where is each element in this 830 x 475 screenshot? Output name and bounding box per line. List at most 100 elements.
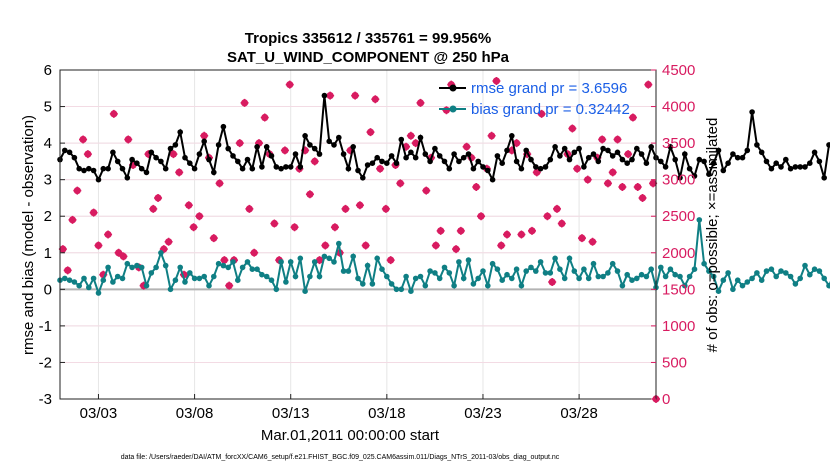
possible-obs-point-fill <box>543 212 551 220</box>
rmse-point <box>533 164 539 170</box>
possible-obs-point-fill <box>376 165 384 173</box>
bias-point <box>662 273 669 280</box>
rmse-point <box>302 133 308 139</box>
bias-point <box>187 270 193 276</box>
rmse-point <box>561 145 568 152</box>
y2-tick-label: 3500 <box>662 135 695 152</box>
bias-point <box>201 273 207 280</box>
possible-obs-point-fill <box>341 205 350 213</box>
rmse-point <box>749 109 755 115</box>
rmse-point <box>643 160 650 166</box>
bias-point <box>331 259 337 265</box>
rmse-point <box>225 145 231 152</box>
y2-tick-label: 1500 <box>662 281 695 298</box>
bias-point <box>206 282 212 289</box>
bias-point <box>364 262 371 269</box>
possible-obs-point-fill <box>326 91 334 100</box>
rmse-point <box>172 142 179 148</box>
rmse-point <box>581 164 587 170</box>
bias-point <box>220 262 227 269</box>
bias-point <box>682 282 688 289</box>
possible-obs-point-fill <box>412 139 420 147</box>
possible-obs-point-fill <box>84 150 92 158</box>
bias-point <box>153 264 159 271</box>
chart-subtitle: SAT_U_WIND_COMPONENT @ 250 hPa <box>227 49 510 66</box>
bias-point <box>494 266 501 273</box>
rmse-point <box>557 153 563 159</box>
y2-tick-label: 3000 <box>662 172 695 189</box>
possible-obs-point-fill <box>315 256 324 264</box>
y-axis-label: rmse and bias (model - observation) <box>20 115 37 355</box>
bias-point <box>807 271 813 278</box>
bias-point <box>470 281 477 287</box>
rmse-point <box>153 154 159 161</box>
bias-point <box>581 266 587 273</box>
rmse-point <box>485 167 491 174</box>
possible-obs-point-fill <box>68 216 77 224</box>
rmse-point <box>124 175 131 181</box>
rmse-point <box>398 136 405 143</box>
rmse-point <box>143 169 150 176</box>
possible-obs-point-fill <box>407 132 415 140</box>
bias-point <box>239 264 246 271</box>
rmse-point <box>408 149 414 156</box>
rmse-point <box>523 147 529 154</box>
y-tick-label: 5 <box>44 99 52 116</box>
rmse-point <box>235 158 241 165</box>
bias-point <box>758 277 765 284</box>
rmse-point <box>427 158 433 165</box>
rmse-point <box>609 153 616 159</box>
rmse-point <box>499 160 506 166</box>
possible-obs-point-fill <box>624 150 632 158</box>
rmse-point <box>62 147 68 154</box>
possible-obs-point-fill <box>472 183 480 191</box>
possible-obs-point-fill <box>442 106 451 114</box>
rmse-point <box>619 156 626 163</box>
bias-point <box>629 277 635 284</box>
bias-point <box>369 281 376 287</box>
rmse-point <box>374 154 381 161</box>
bias-point <box>124 260 131 267</box>
rmse-point <box>287 164 294 170</box>
bias-point <box>802 262 808 269</box>
rmse-point <box>244 156 251 163</box>
bias-point <box>754 270 760 276</box>
rmse-point <box>773 160 779 166</box>
bias-point <box>768 266 775 273</box>
possible-obs-point-fill <box>416 99 425 107</box>
bias-point <box>263 273 270 280</box>
bias-point <box>783 270 789 276</box>
y2-tick-label: 1000 <box>662 318 695 335</box>
rmse-point <box>369 160 376 166</box>
rmse-point <box>802 164 808 170</box>
rmse-point <box>758 149 765 156</box>
rmse-point <box>105 165 111 172</box>
possible-obs-point-fill <box>613 135 622 144</box>
possible-obs-point-fill <box>649 179 657 187</box>
bias-point <box>792 281 799 287</box>
rmse-point <box>206 156 212 163</box>
possible-obs-point-fill <box>387 256 395 264</box>
possible-obs-point-fill <box>568 124 576 133</box>
bias-point <box>489 260 496 267</box>
bias-point <box>658 264 664 271</box>
x-tick-label: 03/13 <box>272 405 310 422</box>
rmse-point <box>441 158 448 165</box>
bias-point <box>811 266 818 273</box>
bias-point <box>110 279 116 285</box>
bias-point <box>114 273 121 280</box>
possible-obs-point-fill <box>190 223 198 231</box>
rmse-point <box>239 165 246 172</box>
y-tick-label: -1 <box>39 318 52 335</box>
bias-point <box>345 268 352 274</box>
bias-point <box>316 273 323 280</box>
bias-point <box>307 273 313 280</box>
possible-obs-point-fill <box>638 194 647 202</box>
rmse-point <box>182 154 188 161</box>
bias-point <box>211 273 217 280</box>
rmse-point <box>393 160 400 166</box>
rmse-point <box>537 165 544 172</box>
bias-point <box>95 290 102 296</box>
rmse-point <box>148 149 155 156</box>
rmse-point <box>259 164 265 170</box>
